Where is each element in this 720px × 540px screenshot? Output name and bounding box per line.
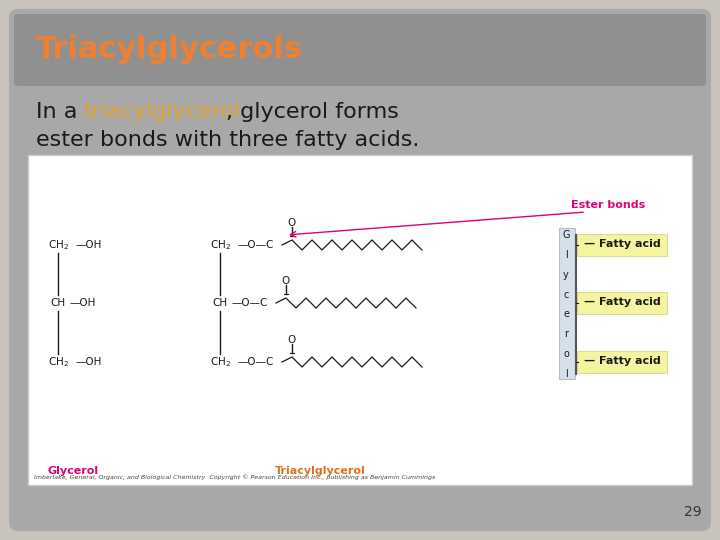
FancyBboxPatch shape: [577, 292, 667, 314]
Text: —O—C: —O—C: [232, 298, 269, 308]
Text: —OH: —OH: [76, 357, 102, 367]
Text: Glycerol: Glycerol: [48, 466, 99, 476]
Text: Triacylglycerols: Triacylglycerols: [36, 36, 303, 64]
Text: —O—C: —O—C: [238, 240, 274, 250]
Text: Ester bonds: Ester bonds: [571, 200, 645, 210]
FancyBboxPatch shape: [14, 14, 706, 86]
FancyBboxPatch shape: [559, 228, 575, 379]
Text: In a: In a: [36, 102, 84, 122]
Text: —OH: —OH: [70, 298, 96, 308]
Text: , glycerol forms: , glycerol forms: [226, 102, 399, 122]
FancyBboxPatch shape: [577, 351, 667, 373]
Text: l: l: [564, 369, 567, 379]
Text: — Fatty acid: — Fatty acid: [584, 297, 660, 307]
Text: O: O: [288, 335, 296, 345]
Text: CH: CH: [212, 298, 228, 308]
Text: c: c: [563, 289, 569, 300]
Text: Triacylglycerol: Triacylglycerol: [274, 466, 365, 476]
Text: $\mathregular{CH_2}$: $\mathregular{CH_2}$: [210, 238, 230, 252]
Text: —O—C: —O—C: [238, 357, 274, 367]
Text: triacylglycerol: triacylglycerol: [84, 102, 241, 122]
Text: $\mathregular{CH_2}$: $\mathregular{CH_2}$: [48, 355, 68, 369]
FancyBboxPatch shape: [28, 155, 692, 485]
Text: y: y: [563, 269, 569, 280]
Text: O: O: [288, 218, 296, 228]
Text: — Fatty acid: — Fatty acid: [584, 239, 660, 249]
Text: 29: 29: [685, 505, 702, 519]
Text: Imberlake, General, Organic, and Biological Chemistry  Copyright © Pearson Educa: Imberlake, General, Organic, and Biologi…: [34, 474, 436, 480]
Text: O: O: [282, 276, 290, 286]
Text: o: o: [563, 349, 569, 359]
Text: — Fatty acid: — Fatty acid: [584, 356, 660, 366]
Text: —OH: —OH: [76, 240, 102, 250]
Text: ester bonds with three fatty acids.: ester bonds with three fatty acids.: [36, 130, 419, 150]
FancyBboxPatch shape: [577, 234, 667, 256]
Text: $\mathregular{CH_2}$: $\mathregular{CH_2}$: [48, 238, 68, 252]
Text: G: G: [562, 230, 570, 240]
FancyBboxPatch shape: [10, 10, 710, 530]
Text: $\mathregular{CH_2}$: $\mathregular{CH_2}$: [210, 355, 230, 369]
Text: r: r: [564, 329, 568, 339]
Text: CH: CH: [50, 298, 66, 308]
Text: e: e: [563, 309, 569, 320]
Text: l: l: [564, 250, 567, 260]
